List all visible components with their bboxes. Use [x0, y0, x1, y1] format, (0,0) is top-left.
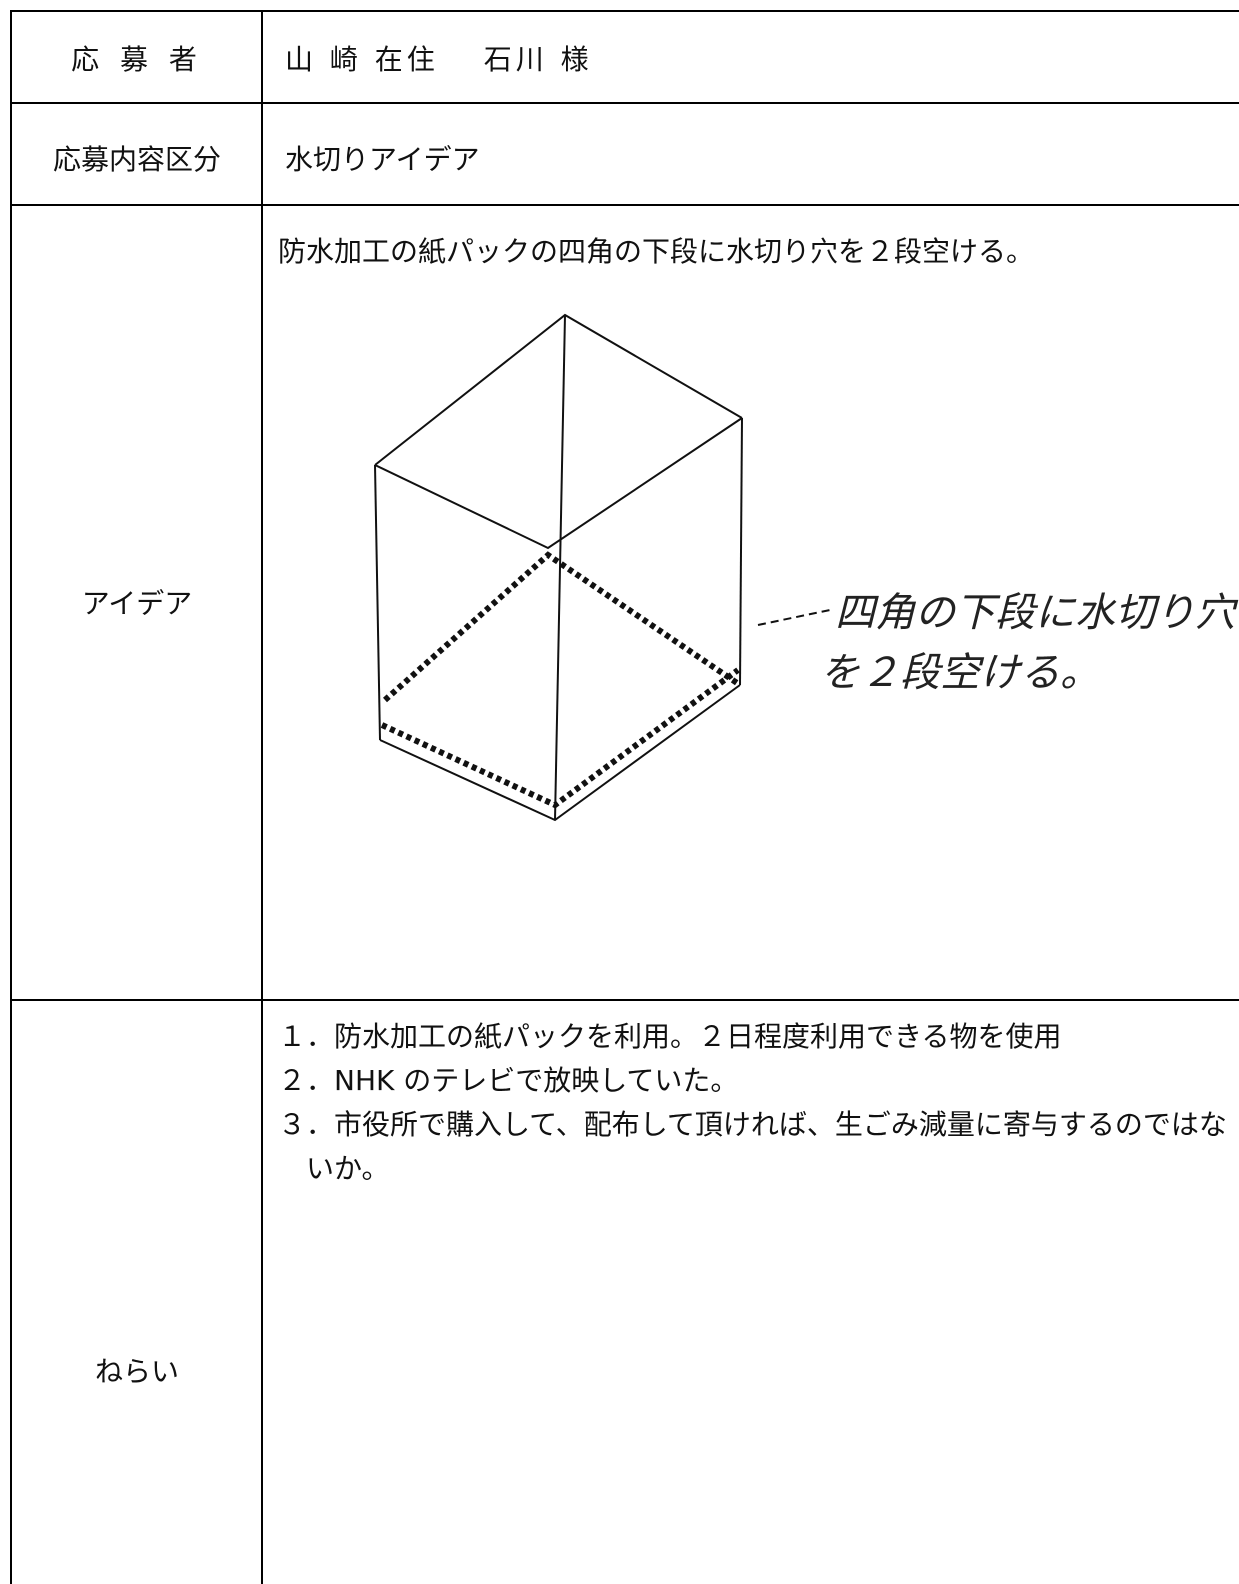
handwriting: を２段空ける。	[820, 650, 1100, 696]
value: 防水加工の紙パックの四角の下段に水切り穴を２段空ける。	[278, 235, 1035, 268]
handwriting: 四角の下段に水切り穴	[835, 590, 1235, 636]
border	[10, 10, 1239, 12]
label: アイデア	[81, 587, 193, 620]
value: 山 崎 在住 石川 様	[285, 43, 593, 76]
item: ２．NHK のテレビで放映していた。	[278, 1064, 739, 1097]
border	[10, 204, 1239, 206]
border	[10, 10, 12, 1584]
item: ３．市役所で購入して、配布して頂ければ、生ごみ減量に寄与するのではないか。	[278, 1108, 1227, 1185]
border	[261, 10, 263, 1584]
item: １．防水加工の紙パックを利用。２日程度利用できる物を使用	[278, 1020, 1062, 1053]
label: 応募内容区分	[52, 143, 221, 176]
item-list: １．防水加工の紙パックを利用。２日程度利用できる物を使用 ２．NHK のテレビで…	[278, 1015, 1236, 1191]
value: 水切りアイデア	[285, 143, 480, 176]
label: ねらい	[94, 1355, 179, 1388]
label: 応 募 者	[71, 43, 203, 76]
sketch	[374, 313, 831, 822]
border	[10, 102, 1239, 104]
border	[10, 999, 1239, 1001]
